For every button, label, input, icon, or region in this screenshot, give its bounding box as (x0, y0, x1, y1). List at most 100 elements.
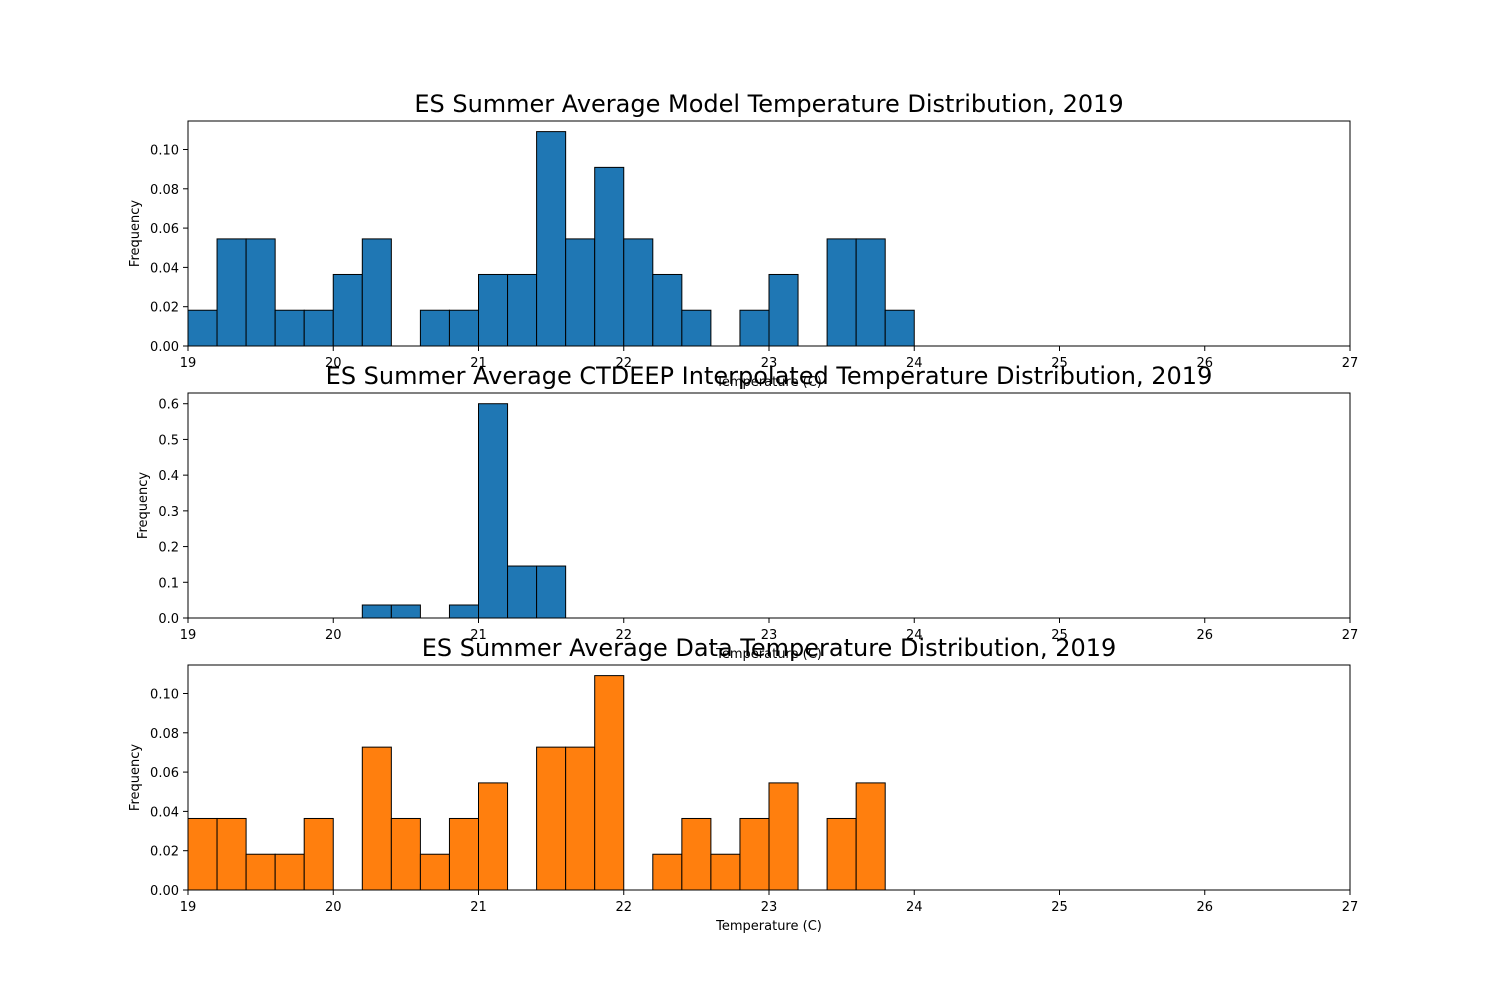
histogram-bar (245, 238, 276, 347)
histogram-bar (303, 309, 334, 347)
model-histogram-bars (187, 131, 915, 347)
model-histogram-panel: 19 20 21 22 23 24 25 26 27 0.000.020.040.060.080… (128, 90, 1358, 390)
histogram-bar (652, 273, 683, 347)
x-tick-label: 27 (1342, 628, 1359, 643)
y-tick-label: 0.3 (158, 505, 179, 520)
x-tick-label: 27 (1342, 356, 1359, 371)
histogram-bar (216, 238, 247, 347)
y-tick-label: 0.6 (158, 398, 179, 413)
y-axis-label: Frequency (136, 472, 151, 539)
histogram-bar (681, 309, 712, 347)
y-tick-label: 0.10 (150, 143, 179, 158)
histogram-bar (478, 273, 509, 347)
x-tick-label: 25 (1051, 628, 1068, 643)
y-tick-label: 0.0 (158, 612, 179, 627)
histogram-bar (274, 853, 305, 891)
y-tick-label: 0.02 (150, 301, 179, 316)
histogram-bar (245, 853, 276, 891)
histogram-bar (536, 565, 567, 619)
y-tick-label: 0.06 (150, 222, 179, 237)
histogram-bar (507, 273, 538, 347)
histogram-bar (448, 604, 480, 619)
histogram-bar (681, 817, 712, 891)
x-tick-label: 22 (615, 900, 632, 915)
x-tick-label: 26 (1196, 900, 1213, 915)
y-tick-label: 0.04 (150, 261, 179, 276)
histogram-bar (536, 746, 567, 891)
histogram-bar (332, 273, 363, 347)
x-tick-label: 25 (1051, 900, 1068, 915)
y-axis-label: Frequency (128, 744, 143, 811)
histogram-bar (768, 782, 799, 891)
x-axis-label: Temperature (C) (715, 647, 822, 662)
histogram-bar (623, 238, 654, 347)
histogram-bar (594, 675, 625, 891)
x-ticks: 19 20 21 22 23 24 25 26 27 (180, 618, 1359, 643)
y-tick-label: 0.00 (150, 340, 179, 355)
histogram-bar (884, 309, 915, 347)
y-ticks: 0.00 0.02 0.04 0.06 0.08 0.10 (150, 143, 188, 355)
x-tick-label: 24 (906, 628, 923, 643)
histogram-bar (419, 309, 450, 347)
histogram-bar (361, 238, 392, 347)
x-tick-label: 24 (906, 356, 923, 371)
y-tick-label: 0.08 (150, 727, 179, 742)
chart-title: ES Summer Average CTDEEP Interpolated Te… (326, 362, 1213, 390)
histogram-bar (361, 604, 392, 619)
y-tick-label: 0.00 (150, 884, 179, 899)
histogram-bar (507, 565, 538, 619)
histogram-bar (739, 309, 770, 347)
histogram-bar (826, 817, 857, 891)
histogram-bar (478, 782, 509, 891)
histogram-bar (361, 746, 392, 891)
x-tick-label: 23 (761, 628, 778, 643)
x-tick-label: 22 (615, 356, 632, 371)
x-axis-label: Temperature (C) (715, 375, 822, 390)
x-tick-label: 22 (615, 628, 632, 643)
x-tick-label: 27 (1342, 900, 1359, 915)
x-ticks: 19 20 21 22 23 24 25 26 27 (180, 890, 1359, 915)
histogram-bar (390, 817, 421, 891)
y-tick-label: 0.04 (150, 805, 179, 820)
ctdeep-histogram-panel: 19 20 21 22 23 24 25 26 27 0.0 0.1 0.2 0.3 0.4 0.5 0.6… (136, 362, 1358, 662)
histogram-bar (855, 238, 886, 347)
histogram-bar (710, 853, 741, 891)
histogram-bar (826, 238, 857, 347)
x-tick-label: 20 (325, 356, 342, 371)
histogram-bar (855, 782, 886, 891)
x-tick-label: 26 (1196, 356, 1213, 371)
ctdeep-histogram-bars (361, 403, 567, 619)
x-tick-label: 19 (180, 628, 197, 643)
y-axis-label: Frequency (128, 200, 143, 267)
x-tick-label: 19 (180, 900, 197, 915)
y-tick-label: 0.02 (150, 845, 179, 860)
x-ticks: 19 20 21 22 23 24 25 26 27 (180, 346, 1359, 371)
x-tick-label: 24 (906, 900, 923, 915)
x-tick-label: 25 (1051, 356, 1068, 371)
y-tick-label: 0.4 (158, 469, 179, 484)
histogram-bar (478, 403, 509, 619)
y-tick-label: 0.2 (158, 541, 179, 556)
x-tick-label: 21 (470, 356, 487, 371)
histogram-bar (768, 273, 799, 347)
x-tick-label: 23 (761, 356, 778, 371)
y-tick-label: 0.1 (158, 576, 179, 591)
histogram-bar (652, 853, 683, 891)
x-tick-label: 20 (325, 628, 342, 643)
histogram-bar (594, 166, 625, 347)
histogram-bar (274, 309, 305, 347)
x-tick-label: 23 (761, 900, 778, 915)
x-tick-label: 20 (325, 900, 342, 915)
histogram-bar (303, 817, 334, 891)
y-tick-label: 0.06 (150, 766, 179, 781)
histogram-bar (739, 817, 770, 891)
histogram-bar (536, 131, 567, 347)
y-tick-label: 0.5 (158, 433, 179, 448)
chart-title: ES Summer Average Model Temperature Dist… (414, 90, 1123, 118)
histogram-bar (448, 309, 480, 347)
x-tick-label: 19 (180, 356, 197, 371)
histogram-bar (187, 309, 218, 347)
histogram-bar (390, 604, 421, 619)
histogram-bar (448, 817, 480, 891)
